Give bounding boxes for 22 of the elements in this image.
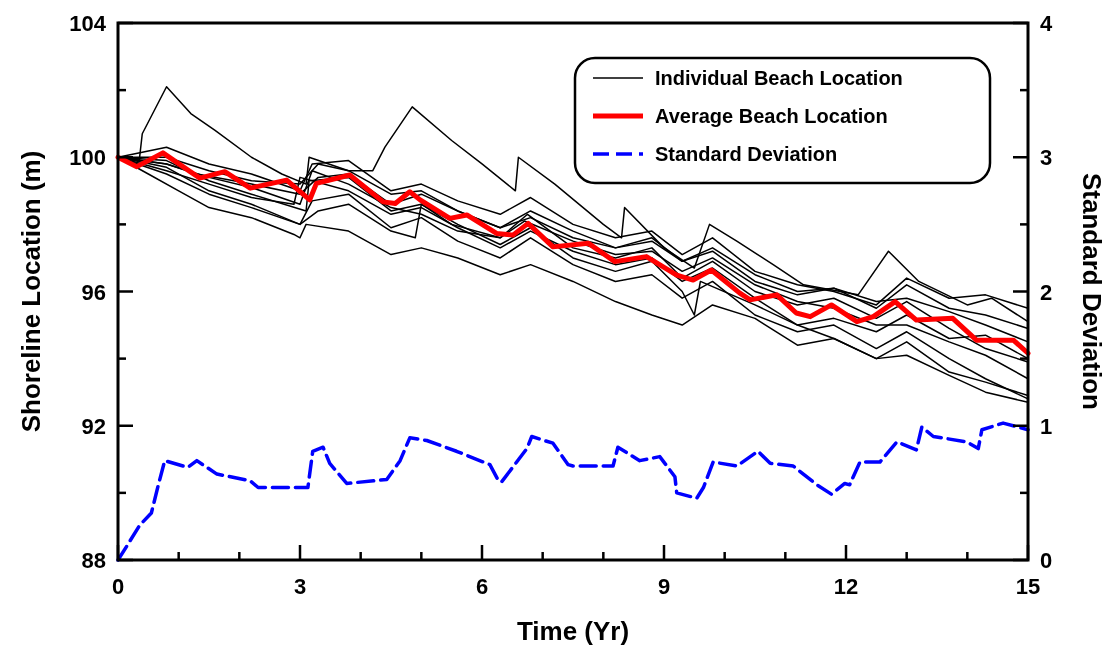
x-tick-label: 9	[657, 574, 671, 599]
y-tick-label: 96	[81, 279, 106, 305]
y-tick-label: 92	[81, 413, 106, 439]
x-tick-label: 3	[293, 574, 307, 599]
legend-label: Standard Deviation	[655, 143, 838, 165]
y-tick-label: 100	[69, 145, 106, 171]
y-axis-title: Shoreline Location (m)	[16, 150, 46, 433]
x-tick-label: 6	[475, 574, 489, 599]
x-tick-label: 12	[833, 574, 859, 599]
y2-tick-label: 2	[1040, 279, 1053, 305]
x-tick-label: 15	[1015, 574, 1041, 599]
y2-tick-label: 4	[1040, 11, 1053, 36]
x-tick-label: 0	[111, 574, 125, 599]
y2-tick-label: 3	[1040, 145, 1053, 171]
legend-label: Average Beach Location	[655, 105, 888, 127]
y2-tick-label: 0	[1040, 548, 1053, 573]
legend-label: Individual Beach Location	[655, 67, 903, 89]
y2-axis-title: Standard Deviation	[1077, 173, 1107, 410]
y-tick-label: 88	[81, 548, 106, 573]
y2-tick-label: 1	[1040, 413, 1053, 439]
y-tick-label: 104	[69, 11, 107, 36]
x-axis-title: Time (Yr)	[516, 616, 630, 646]
